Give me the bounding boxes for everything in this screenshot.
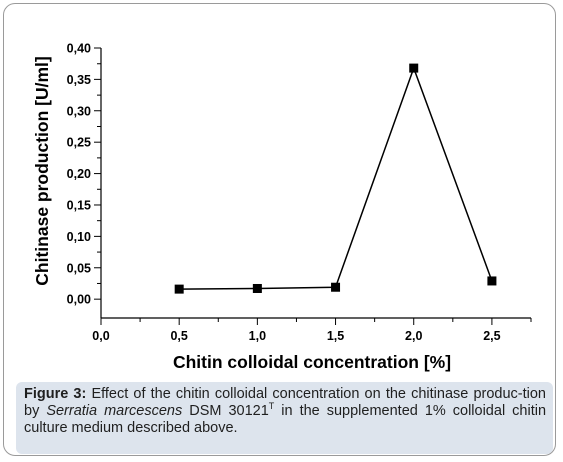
- y-tick-label: 0,00: [67, 293, 91, 307]
- y-tick-label: 0,40: [67, 42, 91, 56]
- caption-label: Figure 3:: [24, 386, 87, 402]
- caption-text-1: Effect of the chitin colloidal concentra…: [24, 386, 546, 419]
- x-tick-label: 2,0: [405, 329, 422, 343]
- y-tick-label: 0,15: [67, 198, 91, 212]
- x-tick-label: 0,0: [92, 329, 109, 343]
- figure-caption: Figure 3: Effect of the chitin colloidal…: [24, 386, 546, 437]
- data-point-marker: [174, 284, 184, 294]
- y-tick-label: 0,35: [67, 73, 91, 87]
- y-tick-label: 0,30: [67, 104, 91, 118]
- caption-text-2: DSM 30121: [182, 403, 269, 419]
- y-axis-label: Chitinase production [U/ml]: [32, 56, 52, 285]
- chart: 0,0 0,5 1,0 1,5 2,0 2,5 0,00 0,05 0,10 0,15 0,20 0,…: [32, 42, 532, 372]
- x-tick-label: 1,5: [327, 329, 344, 343]
- caption-text-3: in the supplemented 1% colloidal chitin …: [24, 403, 547, 436]
- chart-ticks: 0,0 0,5 1,0 1,5 2,0 2,5 0,00 0,05 0,10 0,15 0,20 0,…: [67, 42, 532, 343]
- caption-superscript: T: [268, 401, 275, 411]
- y-tick-label: 0,20: [67, 167, 91, 181]
- x-axis-label: Chitin colloidal concentration [%]: [173, 352, 451, 372]
- data-point-marker: [487, 276, 497, 286]
- y-tick-label: 0,05: [67, 261, 91, 275]
- y-tick-label: 0,10: [67, 230, 91, 244]
- chart-series: [174, 63, 497, 294]
- x-tick-label: 2,5: [483, 329, 500, 343]
- y-tick-label: 0,25: [67, 136, 91, 150]
- chart-axes: [100, 48, 531, 319]
- series-line: [179, 65, 493, 290]
- x-tick-label: 1,0: [249, 329, 266, 343]
- figure-frame: 0,0 0,5 1,0 1,5 2,0 2,5 0,00 0,05 0,10 0,15 0,20 0,…: [3, 3, 556, 456]
- caption-organism: Serratia marcescens: [46, 403, 183, 419]
- x-tick-label: 0,5: [170, 329, 187, 343]
- data-point-marker: [252, 283, 262, 293]
- figure-caption-box: Figure 3: Effect of the chitin colloidal…: [16, 382, 553, 454]
- data-point-marker: [331, 282, 341, 292]
- data-point-marker: [409, 63, 419, 73]
